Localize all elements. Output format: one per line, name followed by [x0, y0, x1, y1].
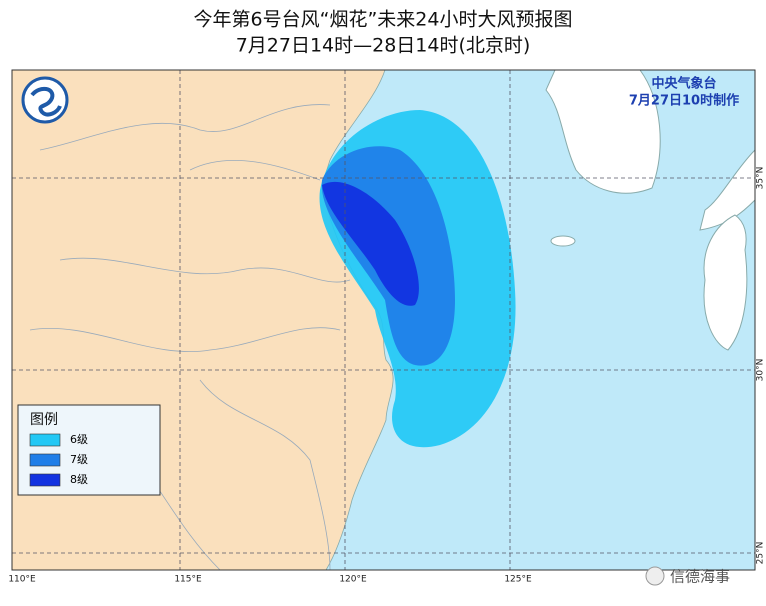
lon-label: 110°E [8, 575, 36, 585]
kyushu [703, 214, 748, 351]
cma-logo-mark [30, 86, 62, 117]
honshu [699, 148, 756, 231]
legend-title: 图例 [30, 412, 58, 428]
subtitle: 7月27日14时—28日14时(北京时) [236, 35, 531, 57]
lat-label: 30°N [756, 359, 766, 382]
lon-label: 115°E [174, 575, 202, 585]
lat-label: 35°N [756, 167, 766, 190]
lon-label: 120°E [339, 575, 367, 585]
map-frame [11, 69, 756, 571]
watermark-icon [645, 566, 665, 586]
zone-8 [322, 181, 419, 306]
legend-label: 8级 [70, 473, 88, 486]
map: 中央气象台 7月27日10时制作 图例 6级 7级 8级 [11, 69, 756, 571]
agency: 中央气象台 [651, 76, 716, 92]
legend-box [17, 404, 161, 496]
title: 今年第6号台风“烟花”未来24小时大风预报图 [194, 9, 573, 31]
jeju [550, 235, 576, 247]
legend-swatch [29, 453, 61, 467]
wind-zones [319, 110, 516, 448]
legend-label: 7级 [70, 453, 88, 466]
legend-swatch [29, 433, 61, 447]
korea [545, 69, 661, 194]
graticule [12, 70, 755, 570]
lon-label: 125°E [504, 575, 532, 585]
legend: 图例 6级 7级 8级 [17, 404, 161, 496]
legend-swatch [29, 473, 61, 487]
watermark: 信德海事 [670, 568, 730, 586]
axis-labels: 110°E 115°E 120°E 125°E 35°N 30°N 25°N [8, 167, 765, 585]
issued: 7月27日10时制作 [629, 93, 739, 109]
legend-label: 6级 [70, 433, 88, 446]
lat-label: 25°N [756, 542, 766, 565]
